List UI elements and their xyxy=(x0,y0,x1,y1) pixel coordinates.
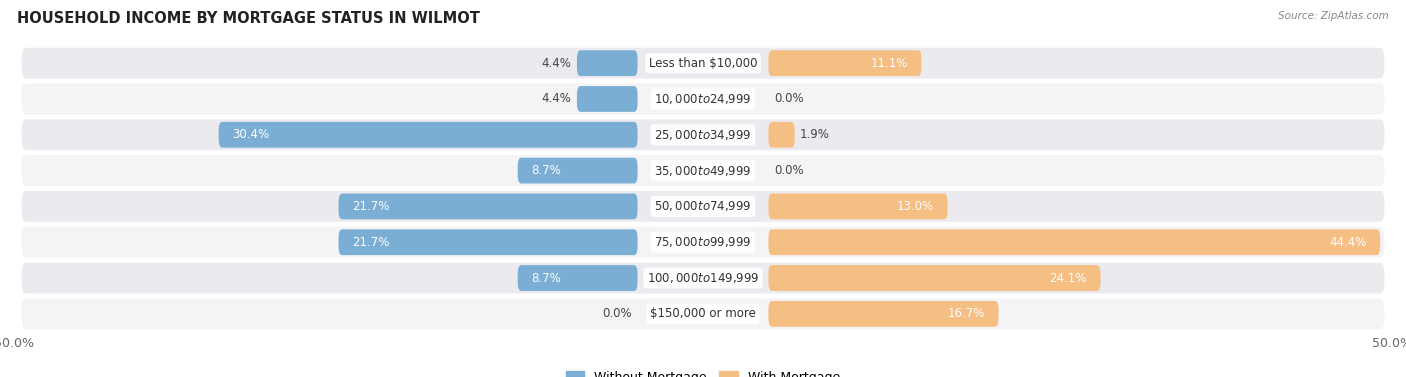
Text: $25,000 to $34,999: $25,000 to $34,999 xyxy=(654,128,752,142)
Text: 8.7%: 8.7% xyxy=(531,164,561,177)
FancyBboxPatch shape xyxy=(21,155,1385,187)
Text: 11.1%: 11.1% xyxy=(870,57,908,70)
FancyBboxPatch shape xyxy=(769,122,794,148)
Text: 13.0%: 13.0% xyxy=(897,200,934,213)
Text: $75,000 to $99,999: $75,000 to $99,999 xyxy=(654,235,752,249)
FancyBboxPatch shape xyxy=(339,229,637,255)
FancyBboxPatch shape xyxy=(339,193,637,219)
Text: 0.0%: 0.0% xyxy=(602,307,633,320)
Text: 0.0%: 0.0% xyxy=(773,92,804,106)
Text: $35,000 to $49,999: $35,000 to $49,999 xyxy=(654,164,752,178)
FancyBboxPatch shape xyxy=(769,50,921,76)
FancyBboxPatch shape xyxy=(21,226,1385,258)
FancyBboxPatch shape xyxy=(576,50,637,76)
Text: 30.4%: 30.4% xyxy=(232,128,270,141)
FancyBboxPatch shape xyxy=(769,193,948,219)
Text: $10,000 to $24,999: $10,000 to $24,999 xyxy=(654,92,752,106)
Text: 24.1%: 24.1% xyxy=(1049,271,1087,285)
FancyBboxPatch shape xyxy=(517,265,637,291)
Text: $50,000 to $74,999: $50,000 to $74,999 xyxy=(654,199,752,213)
Text: 8.7%: 8.7% xyxy=(531,271,561,285)
Text: 4.4%: 4.4% xyxy=(541,57,571,70)
Text: Source: ZipAtlas.com: Source: ZipAtlas.com xyxy=(1278,11,1389,21)
Text: HOUSEHOLD INCOME BY MORTGAGE STATUS IN WILMOT: HOUSEHOLD INCOME BY MORTGAGE STATUS IN W… xyxy=(17,11,479,26)
FancyBboxPatch shape xyxy=(21,190,1385,222)
Text: Less than $10,000: Less than $10,000 xyxy=(648,57,758,70)
FancyBboxPatch shape xyxy=(517,158,637,184)
Text: $100,000 to $149,999: $100,000 to $149,999 xyxy=(647,271,759,285)
FancyBboxPatch shape xyxy=(769,301,998,327)
Text: 0.0%: 0.0% xyxy=(773,164,804,177)
FancyBboxPatch shape xyxy=(21,83,1385,115)
FancyBboxPatch shape xyxy=(21,298,1385,330)
FancyBboxPatch shape xyxy=(769,265,1101,291)
FancyBboxPatch shape xyxy=(576,86,637,112)
Text: 1.9%: 1.9% xyxy=(800,128,830,141)
FancyBboxPatch shape xyxy=(769,229,1381,255)
Text: 4.4%: 4.4% xyxy=(541,92,571,106)
FancyBboxPatch shape xyxy=(21,262,1385,294)
FancyBboxPatch shape xyxy=(219,122,637,148)
FancyBboxPatch shape xyxy=(21,47,1385,79)
Text: 21.7%: 21.7% xyxy=(353,200,389,213)
Text: 21.7%: 21.7% xyxy=(353,236,389,249)
Text: 16.7%: 16.7% xyxy=(948,307,984,320)
Text: 44.4%: 44.4% xyxy=(1329,236,1367,249)
FancyBboxPatch shape xyxy=(21,119,1385,151)
Text: $150,000 or more: $150,000 or more xyxy=(650,307,756,320)
Legend: Without Mortgage, With Mortgage: Without Mortgage, With Mortgage xyxy=(561,366,845,377)
